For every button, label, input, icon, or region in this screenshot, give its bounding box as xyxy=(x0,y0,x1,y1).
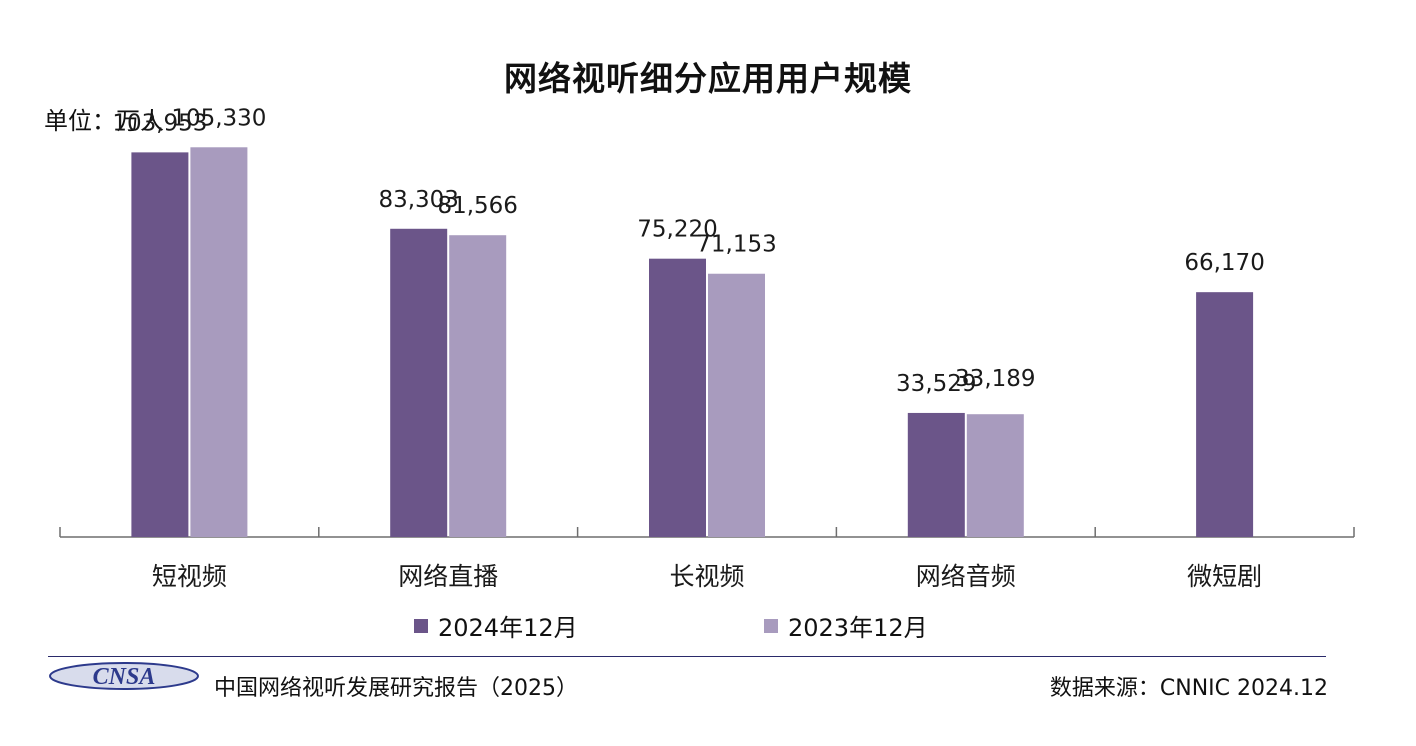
data-label: 33,529 xyxy=(896,371,976,397)
category-label: 网络音频 xyxy=(916,562,1016,591)
chart-title: 网络视听细分应用用户规模 xyxy=(504,59,912,98)
bar xyxy=(907,412,965,537)
legend: 2024年12月 2023年12月 xyxy=(0,608,1416,644)
legend-label-2024: 2024年12月 xyxy=(438,614,578,642)
category-label: 微短剧 xyxy=(1187,562,1262,591)
data-label: 105,330 xyxy=(171,105,266,131)
bar xyxy=(449,235,507,537)
data-label: 81,566 xyxy=(437,193,517,219)
bar xyxy=(708,273,765,537)
data-label: 66,170 xyxy=(1184,250,1264,276)
bar xyxy=(390,228,448,537)
report-name: 中国网络视听发展研究报告（2025） xyxy=(214,676,578,701)
logo-text: CNSA xyxy=(93,664,156,690)
bar xyxy=(966,414,1024,537)
legend-swatch-2024 xyxy=(414,618,428,633)
bar xyxy=(1196,292,1254,537)
category-label: 长视频 xyxy=(669,562,744,591)
data-label: 33,189 xyxy=(955,366,1035,392)
bar xyxy=(190,147,248,538)
category-label: 短视频 xyxy=(152,562,227,591)
data-label: 103,953 xyxy=(112,110,207,136)
data-label: 71,153 xyxy=(696,232,776,258)
legend-item-2024: 2024年12月 xyxy=(414,608,578,643)
bar xyxy=(649,258,706,537)
legend-swatch-2023 xyxy=(764,618,778,633)
legend-label-2023: 2023年12月 xyxy=(788,614,928,642)
data-label: 83,303 xyxy=(378,187,458,213)
bar xyxy=(131,152,189,537)
category-label: 网络直播 xyxy=(398,562,498,591)
unit-label: 单位：万人 xyxy=(44,107,164,135)
legend-item-2023: 2023年12月 xyxy=(764,608,928,643)
cnsa-logo: CNSA xyxy=(49,662,199,690)
data-label: 75,220 xyxy=(637,217,717,243)
data-source: 数据来源：CNNIC 2024.12 xyxy=(1049,676,1328,701)
footer-divider xyxy=(48,656,1326,657)
